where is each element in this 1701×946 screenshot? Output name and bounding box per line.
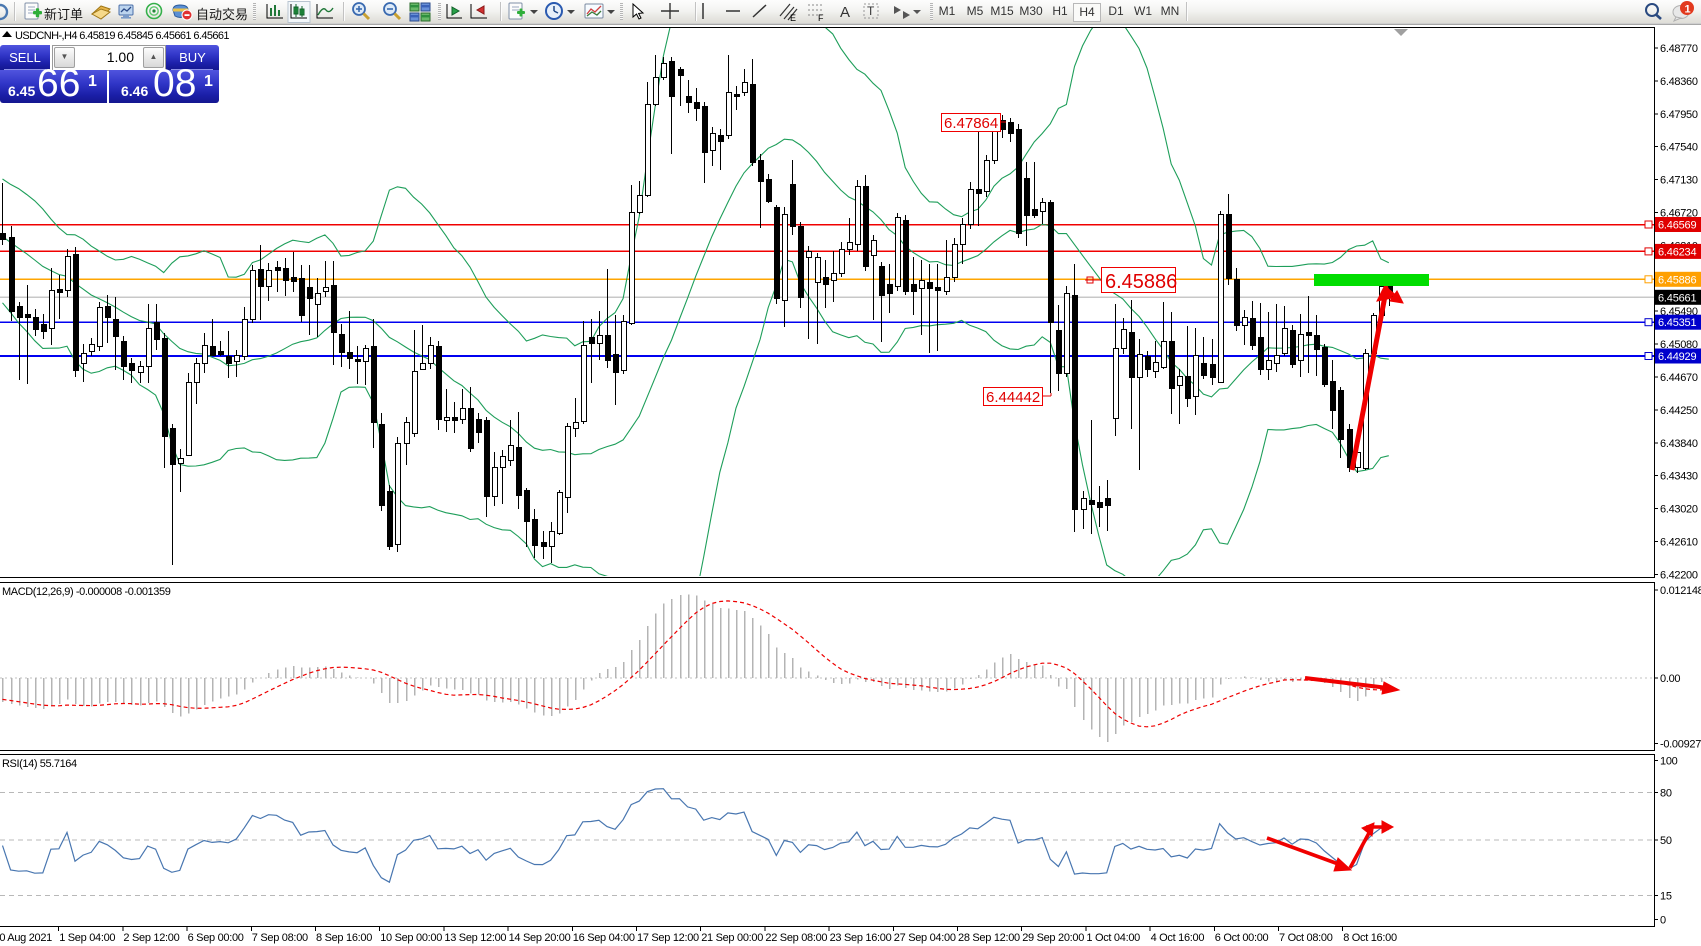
svg-text:23 Sep 16:00: 23 Sep 16:00 xyxy=(830,932,892,944)
svg-text:1 Oct 04:00: 1 Oct 04:00 xyxy=(1086,932,1140,944)
svg-text:50: 50 xyxy=(1660,835,1672,847)
svg-text:7 Oct 08:00: 7 Oct 08:00 xyxy=(1279,932,1333,944)
svg-text:10 Sep 00:00: 10 Sep 00:00 xyxy=(380,932,442,944)
svg-text:6.44670: 6.44670 xyxy=(1660,372,1698,384)
svg-text:USDCNH-,H4 6.45819 6.45845 6.: USDCNH-,H4 6.45819 6.45845 6.45661 6.456… xyxy=(15,30,229,42)
svg-text:6.45886: 6.45886 xyxy=(1105,271,1177,293)
svg-text:0.012148: 0.012148 xyxy=(1660,585,1701,597)
svg-text:6.45080: 6.45080 xyxy=(1660,339,1698,351)
svg-text:6.46569: 6.46569 xyxy=(1658,220,1696,232)
svg-text:8 Sep 16:00: 8 Sep 16:00 xyxy=(316,932,372,944)
svg-text:F: F xyxy=(818,13,824,23)
svg-text:29 Sep 20:00: 29 Sep 20:00 xyxy=(1022,932,1084,944)
svg-text:28 Sep 12:00: 28 Sep 12:00 xyxy=(958,932,1020,944)
svg-text:-0.00927: -0.00927 xyxy=(1660,739,1701,751)
svg-text:8 Oct 16:00: 8 Oct 16:00 xyxy=(1343,932,1397,944)
svg-text:6.43430: 6.43430 xyxy=(1660,471,1698,483)
svg-text:6.45661: 6.45661 xyxy=(1658,292,1696,304)
svg-text:T: T xyxy=(867,4,875,18)
svg-text:2 Sep 12:00: 2 Sep 12:00 xyxy=(123,932,179,944)
svg-text:6.44250: 6.44250 xyxy=(1660,405,1698,417)
svg-text:21 Sep 00:00: 21 Sep 00:00 xyxy=(701,932,763,944)
svg-text:6.45351: 6.45351 xyxy=(1658,317,1696,329)
svg-text:MACD(12,26,9) -0.000008 -0.001: MACD(12,26,9) -0.000008 -0.001359 xyxy=(2,586,171,598)
svg-text:22 Sep 08:00: 22 Sep 08:00 xyxy=(765,932,827,944)
svg-text:6.47950: 6.47950 xyxy=(1660,109,1698,121)
svg-text:4 Oct 16:00: 4 Oct 16:00 xyxy=(1151,932,1205,944)
svg-text:A: A xyxy=(840,4,850,21)
svg-text:6.42610: 6.42610 xyxy=(1660,537,1698,549)
svg-text:27 Sep 04:00: 27 Sep 04:00 xyxy=(894,932,956,944)
svg-text:13 Sep 12:00: 13 Sep 12:00 xyxy=(444,932,506,944)
svg-text:15: 15 xyxy=(1660,891,1672,903)
svg-text:6.44442: 6.44442 xyxy=(986,389,1040,406)
svg-text:17 Sep 12:00: 17 Sep 12:00 xyxy=(637,932,699,944)
svg-text:14 Sep 20:00: 14 Sep 20:00 xyxy=(509,932,571,944)
svg-text:6.42200: 6.42200 xyxy=(1660,569,1698,581)
svg-text:E: E xyxy=(790,13,796,23)
svg-text:80: 80 xyxy=(1660,788,1672,800)
svg-text:RSI(14) 55.7164: RSI(14) 55.7164 xyxy=(2,758,77,770)
svg-text:6.47130: 6.47130 xyxy=(1660,175,1698,187)
svg-text:1 Sep 04:00: 1 Sep 04:00 xyxy=(59,932,115,944)
svg-text:6.48360: 6.48360 xyxy=(1660,76,1698,88)
svg-text:6.48770: 6.48770 xyxy=(1660,43,1698,55)
svg-text:100: 100 xyxy=(1660,756,1678,768)
svg-text:6 Sep 00:00: 6 Sep 00:00 xyxy=(188,932,244,944)
svg-text:6.44929: 6.44929 xyxy=(1658,351,1696,363)
svg-text:7 Sep 08:00: 7 Sep 08:00 xyxy=(252,932,308,944)
svg-text:6.47540: 6.47540 xyxy=(1660,142,1698,154)
svg-text:1: 1 xyxy=(1685,4,1691,16)
svg-text:30 Aug 2021: 30 Aug 2021 xyxy=(0,932,52,944)
svg-text:0: 0 xyxy=(1660,915,1666,927)
svg-text:6.45886: 6.45886 xyxy=(1658,274,1696,286)
svg-text:6 Oct 00:00: 6 Oct 00:00 xyxy=(1215,932,1269,944)
svg-text:6.43840: 6.43840 xyxy=(1660,438,1698,450)
svg-text:16 Sep 04:00: 16 Sep 04:00 xyxy=(573,932,635,944)
svg-text:6.43020: 6.43020 xyxy=(1660,504,1698,516)
svg-text:0.00: 0.00 xyxy=(1660,673,1680,685)
svg-text:6.47864: 6.47864 xyxy=(944,115,998,132)
svg-text:6.46720: 6.46720 xyxy=(1660,208,1698,220)
svg-text:6.46234: 6.46234 xyxy=(1658,246,1696,258)
